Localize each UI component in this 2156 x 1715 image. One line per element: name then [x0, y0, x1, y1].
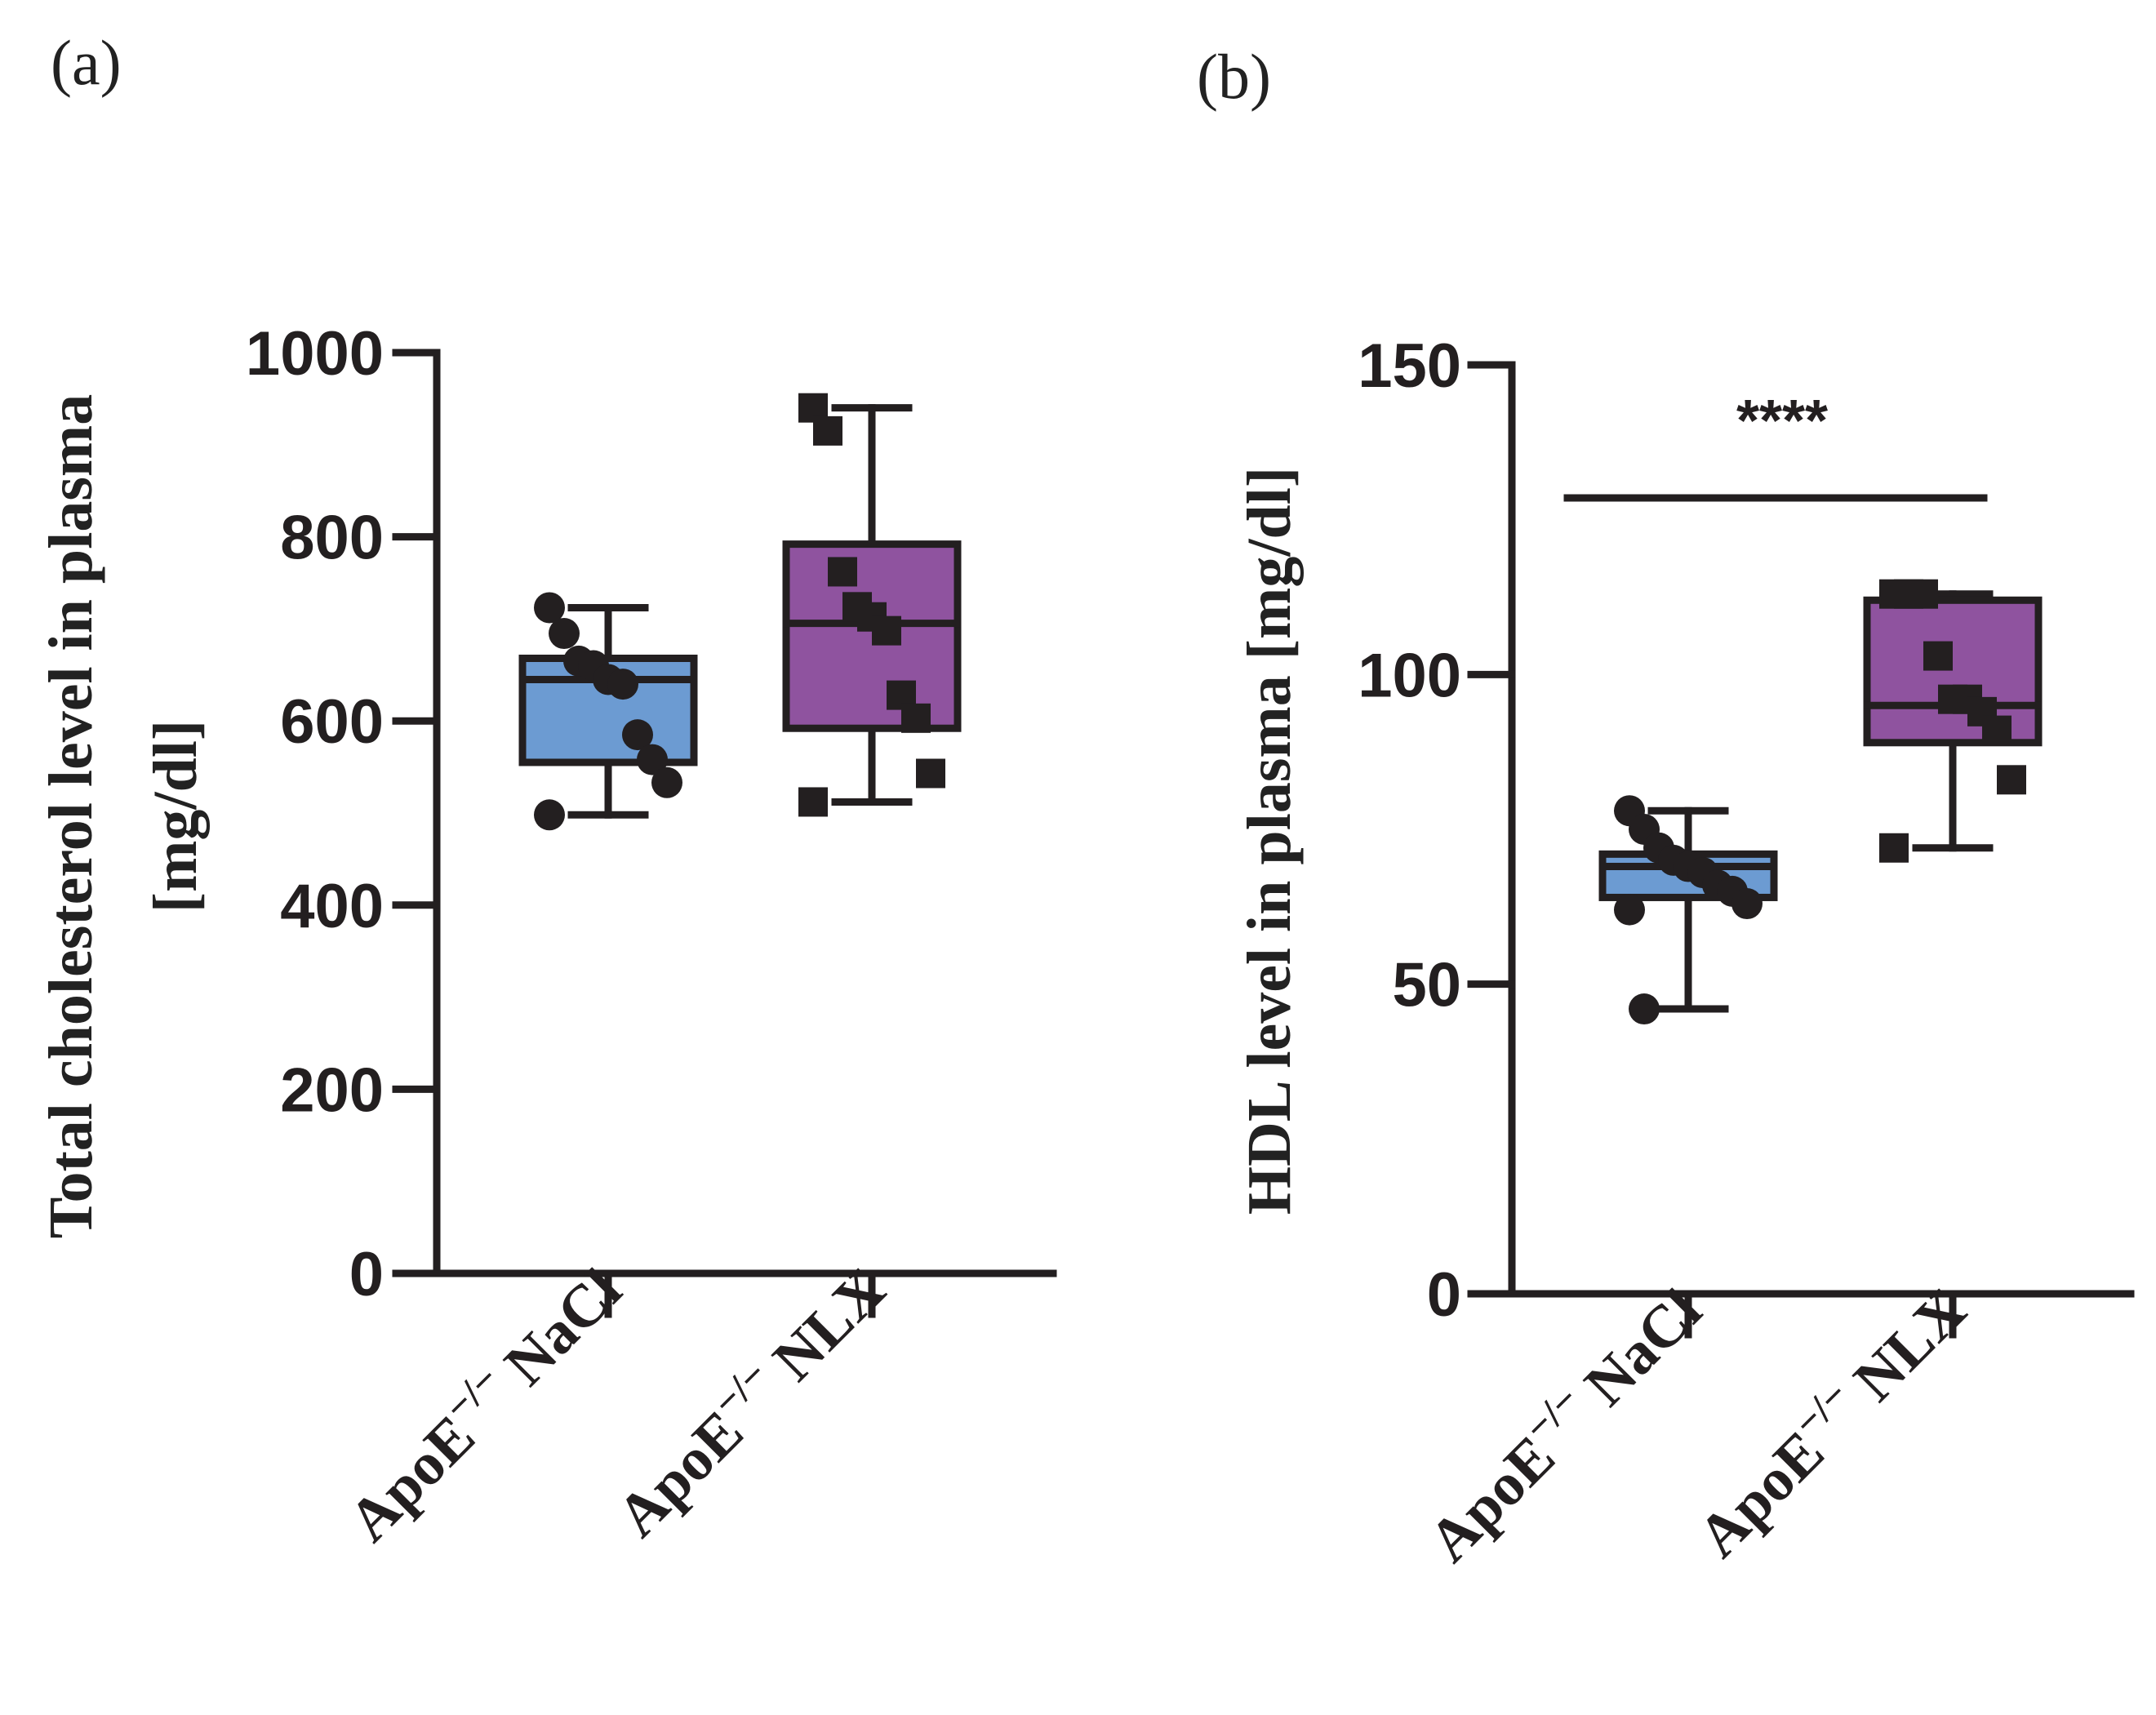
y-tick-label: 100: [1358, 641, 1461, 710]
panel-a-ylabel-line2: [mg/dl]: [141, 720, 210, 913]
y-tick-label: 0: [349, 1240, 384, 1309]
data-point: [828, 557, 857, 587]
panel-a-ylabel-line1: Total cholesterol level in plasma: [37, 394, 105, 1238]
data-point: [1614, 894, 1645, 926]
y-tick-label: 400: [280, 872, 384, 941]
data-point: [798, 787, 828, 817]
panel-b-label: (b): [1197, 41, 1271, 112]
data-point: [1629, 993, 1660, 1025]
data-point: [1997, 765, 2026, 795]
y-tick-label: 600: [280, 687, 384, 757]
panel-a-label: (a): [51, 27, 122, 98]
data-point: [813, 415, 842, 446]
y-tick-label: 0: [1427, 1260, 1461, 1330]
data-point: [1909, 579, 1938, 609]
data-point: [637, 744, 668, 775]
significance-stars: ****: [1736, 389, 1828, 454]
y-tick-label: 200: [280, 1055, 384, 1125]
data-point: [607, 669, 638, 700]
data-point: [916, 758, 945, 789]
panel-a: (a) Total cholesterol level in plasma [m…: [37, 27, 1057, 1554]
box-1: [1863, 596, 2043, 747]
data-point: [1982, 715, 2012, 745]
panel-b: (b) HDL level in plasma [mg/dl] 0 50 100 15…: [1197, 41, 2135, 1575]
data-point: [1923, 641, 1953, 671]
data-point: [1731, 888, 1763, 920]
category-label: ApoE−/− NLX: [598, 1251, 898, 1550]
data-point: [549, 618, 580, 650]
y-tick-label: 1000: [246, 319, 384, 389]
data-point: [1879, 833, 1909, 863]
data-point: [901, 703, 931, 733]
y-tick-label: 50: [1392, 951, 1461, 1020]
panel-b-ylabel: HDL level in plasma [mg/dl]: [1235, 467, 1304, 1215]
category-label: ApoE−/− NLX: [1679, 1271, 1979, 1571]
y-tick-label: 150: [1358, 331, 1461, 401]
data-point: [534, 592, 565, 624]
data-point: [622, 719, 653, 751]
y-tick-label: 800: [280, 504, 384, 573]
data-point: [651, 766, 682, 798]
data-point: [872, 615, 901, 646]
data-point: [534, 799, 565, 831]
